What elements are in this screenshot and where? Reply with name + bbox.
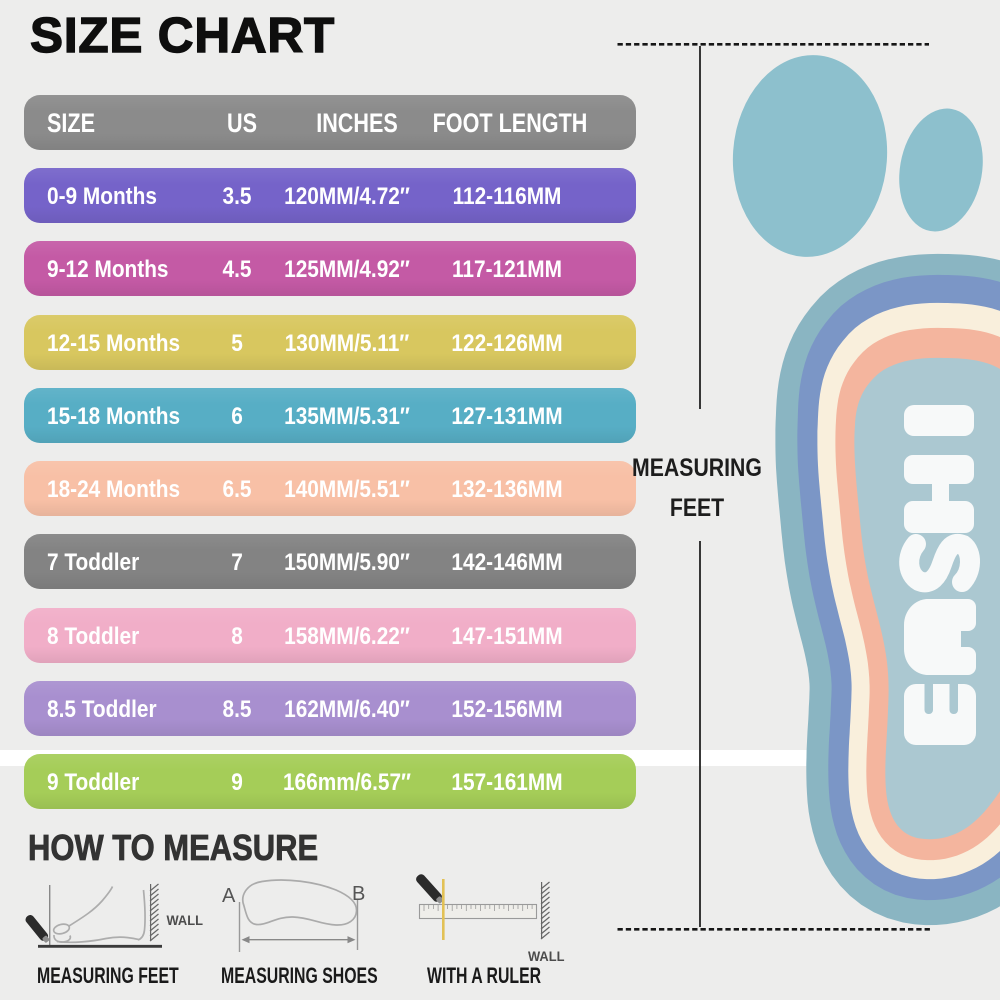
svg-text:B: B xyxy=(352,883,365,905)
svg-text:A: A xyxy=(222,885,236,907)
svg-text:WALL: WALL xyxy=(528,949,564,965)
svg-text:WALL: WALL xyxy=(167,913,203,929)
